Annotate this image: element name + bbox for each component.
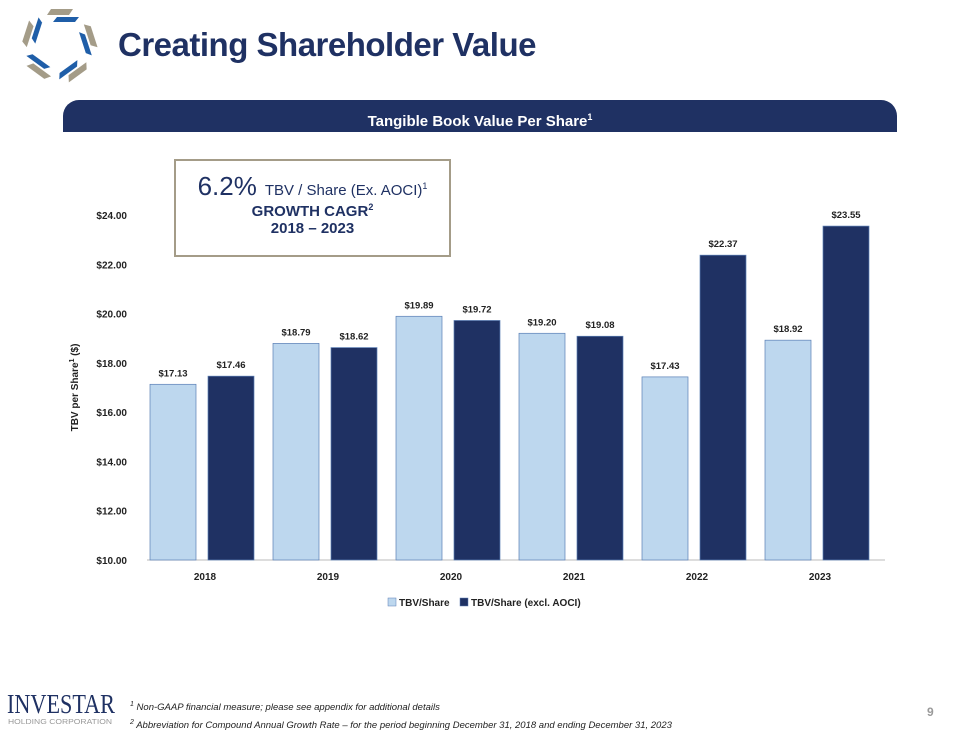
- y-tick-label: $22.00: [96, 260, 127, 271]
- banner-sup: 1: [587, 112, 593, 122]
- page-title: Creating Shareholder Value: [118, 26, 536, 63]
- tbv-bar-chart: $10.00 $12.00 $14.00 $16.00 $18.00 $20.00 $22.…: [69, 210, 885, 609]
- legend-swatch: [387, 597, 397, 607]
- bar-tbv-2023: [764, 339, 812, 561]
- cagr-metric: TBV / Share (Ex. AOCI): [264, 182, 423, 199]
- x-tick-label: 2022: [686, 572, 709, 583]
- x-tick-label: 2023: [809, 572, 832, 583]
- x-tick-label: 2020: [440, 572, 463, 583]
- growth-sup: 2: [368, 202, 374, 212]
- x-tick-label: 2021: [563, 572, 586, 583]
- footnote-2: 2 Abbreviation for Compound Annual Growt…: [130, 719, 672, 732]
- y-tick-label: $10.00: [96, 556, 127, 567]
- y-tick-label: $20.00: [96, 310, 127, 321]
- cagr-pct: 6.2%: [197, 171, 257, 201]
- data-label: $22.37: [708, 239, 737, 250]
- bar-tbv-2019: [272, 343, 320, 561]
- data-label: $23.55: [831, 210, 861, 221]
- metric-sup: 1: [422, 181, 428, 191]
- data-label: $19.08: [585, 320, 614, 331]
- cagr-callout: 6.2% TBV / Share (Ex. AOCI)1 GROWTH CAGR2…: [174, 159, 451, 257]
- bar-excl-aoci-2018: [207, 375, 255, 561]
- legend-swatch: [459, 597, 469, 607]
- x-tick-label: 2018: [194, 572, 217, 583]
- logo-sub: HOLDING CORPORATION: [8, 719, 112, 726]
- y-tick-label: $16.00: [96, 408, 127, 419]
- section-banner: Tangible Book Value Per Share1: [63, 100, 897, 132]
- y-axis-label: TBV per Share1 ($): [69, 344, 81, 432]
- investar-wordmark: INVESTAR HOLDING CORPORATION: [7, 689, 115, 726]
- page-number: 9: [927, 705, 934, 719]
- data-label: $19.89: [404, 300, 433, 311]
- cagr-period: 2018 – 2023: [270, 220, 355, 237]
- cagr-growth: GROWTH CAGR: [251, 203, 369, 220]
- y-tick-label: $12.00: [96, 507, 127, 518]
- data-label: $19.20: [527, 317, 556, 328]
- y-tick-label: $24.00: [96, 211, 127, 222]
- data-label: $18.62: [339, 332, 368, 343]
- x-tick-label: 2019: [317, 572, 340, 583]
- data-label: $17.46: [216, 360, 245, 371]
- footnotes: 1 Non-GAAP financial measure; please see…: [130, 697, 672, 733]
- bar-tbv-2020: [395, 315, 443, 561]
- footnote-1: 1 Non-GAAP financial measure; please see…: [130, 701, 440, 714]
- bar-excl-aoci-2021: [576, 335, 624, 561]
- y-tick-label: $14.00: [96, 457, 127, 468]
- investar-star-logo: [21, 9, 100, 85]
- data-label: $18.79: [281, 327, 310, 338]
- data-label: $17.13: [158, 368, 187, 379]
- legend-label: TBV/Share: [399, 598, 450, 609]
- bar-excl-aoci-2019: [330, 347, 378, 561]
- y-tick-label: $18.00: [96, 359, 127, 370]
- bar-excl-aoci-2022: [699, 254, 747, 561]
- bar-excl-aoci-2023: [822, 225, 870, 561]
- bar-tbv-2022: [641, 376, 689, 561]
- bar-tbv-2018: [149, 383, 197, 561]
- data-label: $18.92: [773, 324, 802, 335]
- bar-tbv-2021: [518, 332, 566, 561]
- data-label: $17.43: [650, 361, 679, 372]
- data-label: $19.72: [462, 304, 491, 315]
- logo-name: INVESTAR: [7, 689, 115, 719]
- banner-text: Tangible Book Value Per Share: [367, 113, 588, 130]
- bar-excl-aoci-2020: [453, 320, 501, 561]
- legend-label: TBV/Share (excl. AOCI): [471, 598, 581, 609]
